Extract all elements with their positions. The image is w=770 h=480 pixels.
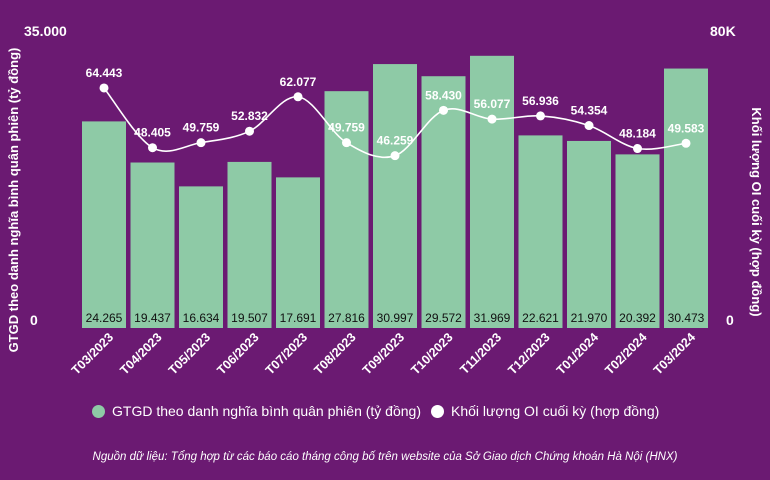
oi-point-T04/2023 [148,143,157,153]
category-label: T02/2024 [602,330,649,377]
left-axis-min-label: 0 [30,312,38,328]
legend-item-bar: GTGD theo danh nghĩa bình quân phiên (tỷ… [92,403,421,419]
category-label: T08/2023 [311,330,358,377]
bar-T02/2024 [615,154,660,328]
bar-T03/2023 [82,121,126,329]
right-axis-title: Khối lượng OI cuối kỳ (hợp đồng) [749,107,764,316]
category-label: T06/2023 [214,330,261,377]
bar-T04/2023 [130,162,175,328]
category-label: T12/2023 [505,330,552,377]
left-axis-max-label: 35.000 [24,23,67,39]
category-label: T01/2024 [554,330,601,377]
oi-point-T06/2023 [245,126,254,136]
oi-value-label: 52.832 [231,109,268,123]
oi-value-label: 46.259 [377,134,414,148]
oi-point-T02/2024 [633,144,642,154]
bar-T10/2023 [421,76,466,328]
bar-T03/2024 [664,68,708,328]
category-label: T10/2023 [408,330,455,377]
category-label: T03/2024 [651,330,698,377]
left-axis-title: GTGD theo danh nghĩa bình quân phiên (tỷ… [6,48,21,353]
category-label: T07/2023 [263,330,310,377]
bar-value-label: 29.572 [425,311,462,325]
bar-value-label: 30.473 [668,311,705,325]
oi-value-label: 48.184 [619,127,656,141]
oi-value-label: 49.759 [328,121,365,135]
oi-value-label: 58.430 [425,88,462,102]
bar-value-label: 17.691 [280,311,317,325]
oi-point-T01/2024 [584,121,594,131]
oi-value-label: 56.936 [522,94,559,108]
category-label: T11/2023 [457,330,504,377]
category-label: T04/2023 [117,330,164,377]
bar-T01/2024 [567,140,611,328]
oi-point-T03/2024 [681,138,691,148]
right-axis-max-label: 80K [710,23,736,39]
oi-point-T03/2023 [99,83,109,93]
bar-T12/2023 [518,135,563,328]
bar-value-label: 30.997 [377,311,414,325]
oi-value-label: 56.077 [474,97,511,111]
legend-bar-swatch [92,404,105,418]
legend: GTGD theo danh nghĩa bình quân phiên (tỷ… [92,403,659,419]
oi-value-label: 62.077 [280,75,317,89]
bar-T07/2023 [276,177,320,328]
bar-T08/2023 [324,91,369,328]
oi-value-label: 49.759 [183,121,220,135]
bar-value-label: 27.816 [328,311,365,325]
oi-point-T08/2023 [342,138,351,148]
oi-point-T12/2023 [536,111,545,121]
chart: 35.000 0 80K 0 GTGD theo danh nghĩa bình… [6,23,764,377]
category-label: T09/2023 [360,330,407,377]
legend-line-swatch [431,404,444,418]
oi-value-label: 64.443 [86,66,123,80]
category-label: T05/2023 [166,330,213,377]
right-axis-min-label: 0 [726,312,734,328]
oi-point-T07/2023 [293,92,303,102]
bar-T09/2023 [373,64,417,328]
legend-bar-label: GTGD theo danh nghĩa bình quân phiên (tỷ… [112,403,421,419]
oi-point-T05/2023 [196,138,206,148]
oi-point-T10/2023 [439,105,448,115]
oi-value-label: 54.354 [571,104,608,118]
bar-value-label: 19.437 [134,311,171,325]
legend-line-label: Khối lượng OI cuối kỳ (hợp đồng) [451,403,660,419]
bar-value-label: 19.507 [231,311,268,325]
category-label: T03/2023 [69,330,116,377]
legend-item-line: Khối lượng OI cuối kỳ (hợp đồng) [431,403,659,419]
bar-value-label: 20.392 [619,311,656,325]
bar-value-label: 16.634 [183,311,220,325]
bar-T06/2023 [227,161,272,328]
bar-value-label: 24.265 [86,311,123,325]
bar-value-label: 22.621 [522,311,559,325]
oi-value-label: 48.405 [134,126,171,140]
oi-point-T09/2023 [390,151,400,161]
bar-value-label: 21.970 [571,311,608,325]
bar-T11/2023 [470,55,514,329]
bar-value-label: 31.969 [474,311,511,325]
oi-value-label: 49.583 [668,121,705,135]
bar-T05/2023 [179,186,223,328]
source-note: Nguồn dữ liệu: Tổng hợp từ các báo cáo t… [92,451,678,463]
oi-point-T11/2023 [487,114,497,124]
